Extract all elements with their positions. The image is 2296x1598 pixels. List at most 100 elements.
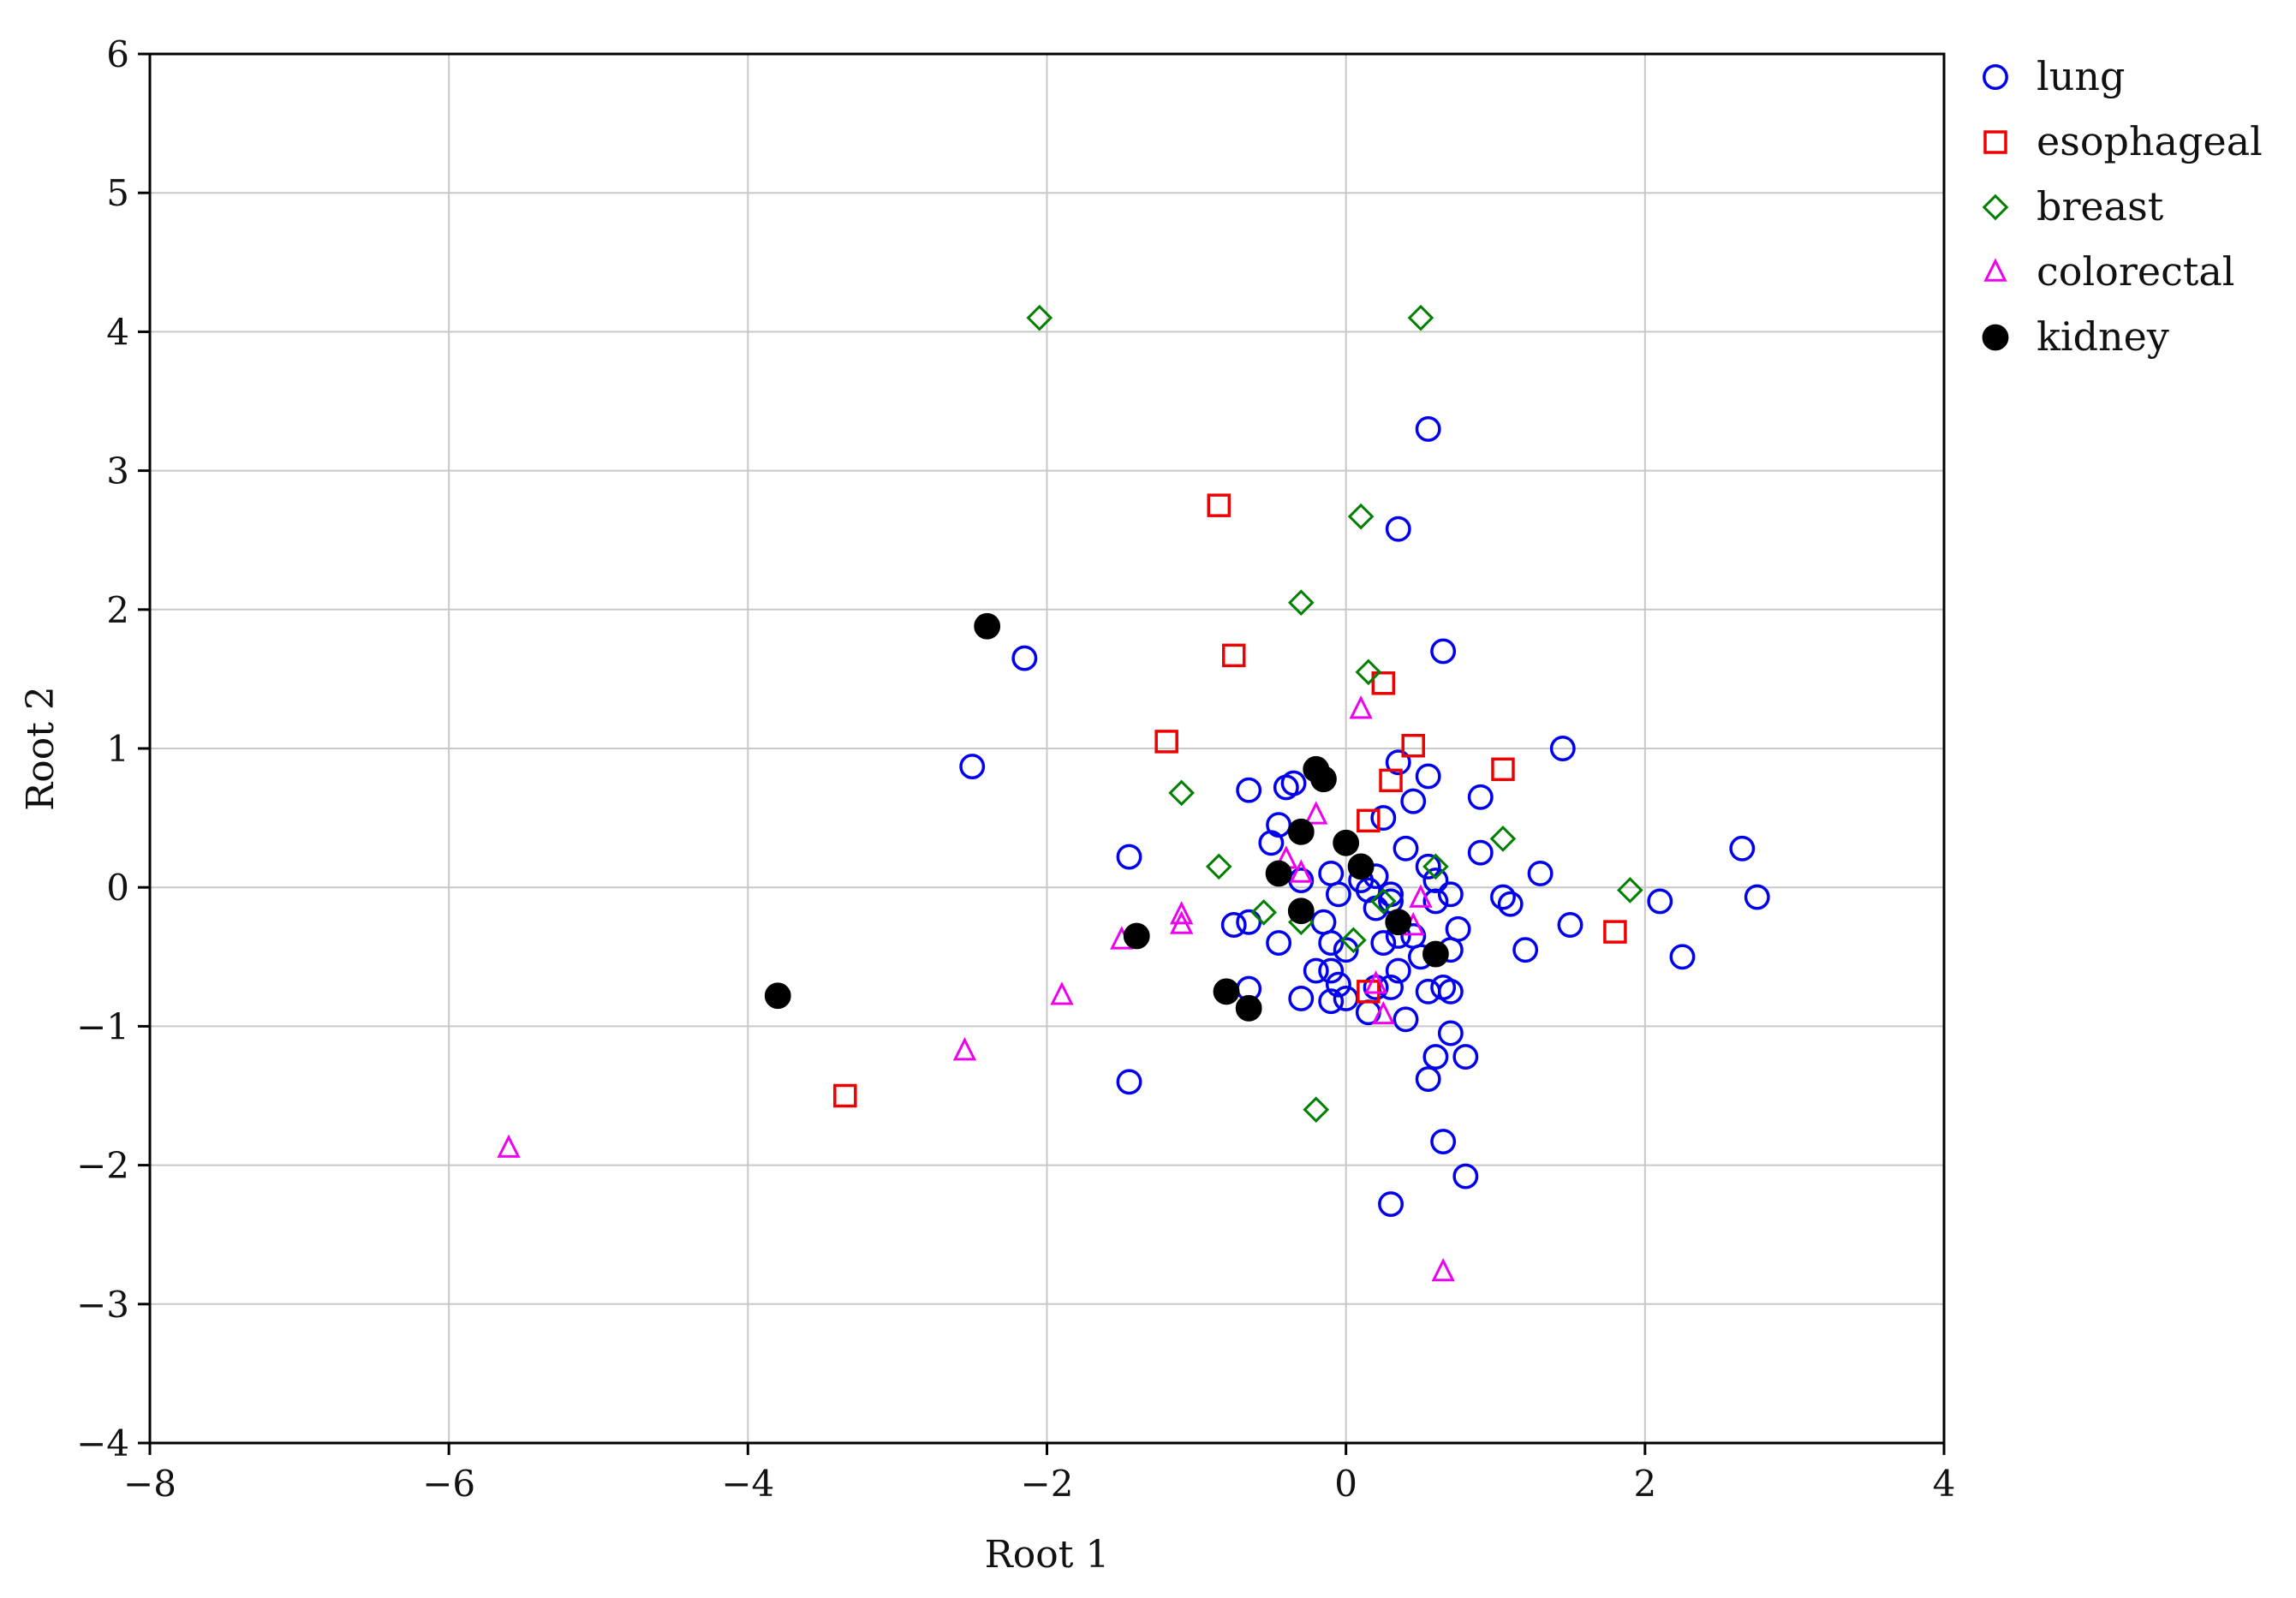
lung-point xyxy=(1437,1020,1464,1046)
esophageal-point xyxy=(1371,671,1396,695)
lung-point xyxy=(1549,736,1576,761)
legend-label: breast xyxy=(2037,183,2164,230)
x-tick-label: −8 xyxy=(123,1463,176,1505)
lung-point xyxy=(1318,930,1345,957)
breast-point xyxy=(1617,877,1643,903)
lung-point xyxy=(1318,957,1345,984)
breast-point xyxy=(1407,304,1434,331)
legend-item-esophageal: esophageal xyxy=(1983,118,2263,164)
breast-point xyxy=(1489,826,1517,852)
breast-point xyxy=(1287,589,1315,617)
lung-point xyxy=(1258,830,1285,856)
y-tick-label: −1 xyxy=(76,1005,129,1047)
legend-label: esophageal xyxy=(2037,118,2263,164)
x-tick-label: 0 xyxy=(1334,1463,1357,1505)
breast-point xyxy=(1355,659,1382,686)
kidney-point xyxy=(1235,994,1262,1022)
lung-point xyxy=(1236,909,1262,935)
colorectal-point xyxy=(1169,910,1194,934)
x-tick-label: −4 xyxy=(721,1463,774,1505)
esophageal-point xyxy=(1154,730,1178,754)
breast-point xyxy=(1303,1096,1330,1124)
lung-point xyxy=(1497,891,1524,917)
lung-point xyxy=(1280,770,1307,796)
legend-marker-breast xyxy=(1982,194,2009,221)
breast-point xyxy=(1168,779,1195,807)
colorectal-point xyxy=(497,1134,521,1158)
legend-marker-colorectal xyxy=(1983,258,2007,282)
x-tick-label: −6 xyxy=(422,1463,475,1505)
lung-point xyxy=(1325,971,1351,998)
lung-point xyxy=(1400,788,1427,814)
lung-point xyxy=(1385,957,1411,984)
y-tick-label: 1 xyxy=(106,728,129,770)
colorectal-point xyxy=(1409,884,1433,908)
x-axis-ticks: −8 −6 −4 −2 0 2 4 xyxy=(123,1443,1955,1505)
y-tick-label: −2 xyxy=(76,1145,129,1187)
lung-point xyxy=(1220,912,1247,938)
lung-point xyxy=(1011,645,1038,671)
lung-point xyxy=(1729,835,1756,862)
lung-point xyxy=(1333,937,1359,963)
lung-point xyxy=(1288,986,1315,1011)
legend-marker-lung xyxy=(1983,64,2008,90)
esophageal-point xyxy=(833,1083,857,1108)
lung-point xyxy=(1236,777,1262,803)
lung-point xyxy=(959,754,986,780)
y-tick-label: 2 xyxy=(106,589,129,631)
esophageal-point xyxy=(1379,768,1403,793)
legend-item-breast: breast xyxy=(1982,183,2164,230)
lung-point xyxy=(1385,516,1411,542)
series-lung xyxy=(959,415,1770,1217)
lung-point xyxy=(1303,957,1329,984)
series-esophageal xyxy=(833,493,1627,1108)
colorectal-point xyxy=(1304,801,1328,825)
legend-marker-kidney xyxy=(1982,324,2009,351)
x-tick-label: 4 xyxy=(1933,1463,1956,1505)
lung-point xyxy=(1415,763,1441,790)
colorectal-point xyxy=(1371,1000,1395,1025)
legend-label: kidney xyxy=(2037,313,2169,360)
kidney-point xyxy=(1287,897,1315,925)
esophageal-point xyxy=(1491,757,1515,782)
breast-point xyxy=(1340,927,1367,954)
esophageal-point xyxy=(1221,643,1246,668)
lung-point xyxy=(1490,884,1516,910)
y-tick-label: 0 xyxy=(106,867,129,909)
lung-point xyxy=(1467,839,1494,866)
lung-point xyxy=(1318,988,1345,1015)
legend-label: colorectal xyxy=(2037,248,2234,295)
y-axis-ticks: −4 −3 −2 −1 0 1 2 3 4 5 6 xyxy=(76,33,150,1464)
esophageal-point xyxy=(1357,808,1381,833)
colorectal-point xyxy=(1363,970,1388,994)
kidney-point xyxy=(974,612,1001,640)
lung-point xyxy=(1266,930,1292,957)
x-axis-label: Root 1 xyxy=(985,1533,1110,1577)
lung-point xyxy=(1647,888,1673,915)
lung-point xyxy=(1452,1163,1479,1190)
lung-point xyxy=(1527,861,1554,886)
esophageal-point xyxy=(1401,734,1425,758)
kidney-point xyxy=(1385,909,1412,936)
y-axis-label: Root 2 xyxy=(19,686,63,811)
breast-point xyxy=(1026,304,1053,331)
lung-point xyxy=(1467,784,1494,810)
lung-point xyxy=(1422,868,1449,894)
colorectal-point xyxy=(1169,901,1194,925)
legend-marker-esophageal xyxy=(1983,130,2007,154)
lung-point xyxy=(1378,1191,1404,1217)
lung-point xyxy=(1415,853,1441,879)
lung-point xyxy=(1744,884,1770,910)
x-tick-label: −2 xyxy=(1021,1463,1074,1505)
lung-point xyxy=(1512,937,1539,963)
kidney-point xyxy=(1213,978,1240,1005)
lung-point xyxy=(1422,888,1449,915)
colorectal-point xyxy=(1050,981,1074,1005)
kidney-point xyxy=(1123,922,1150,950)
breast-point xyxy=(1422,853,1449,880)
grid-lines xyxy=(150,54,1944,1443)
colorectal-point xyxy=(1349,695,1373,719)
lung-point xyxy=(1430,638,1457,665)
